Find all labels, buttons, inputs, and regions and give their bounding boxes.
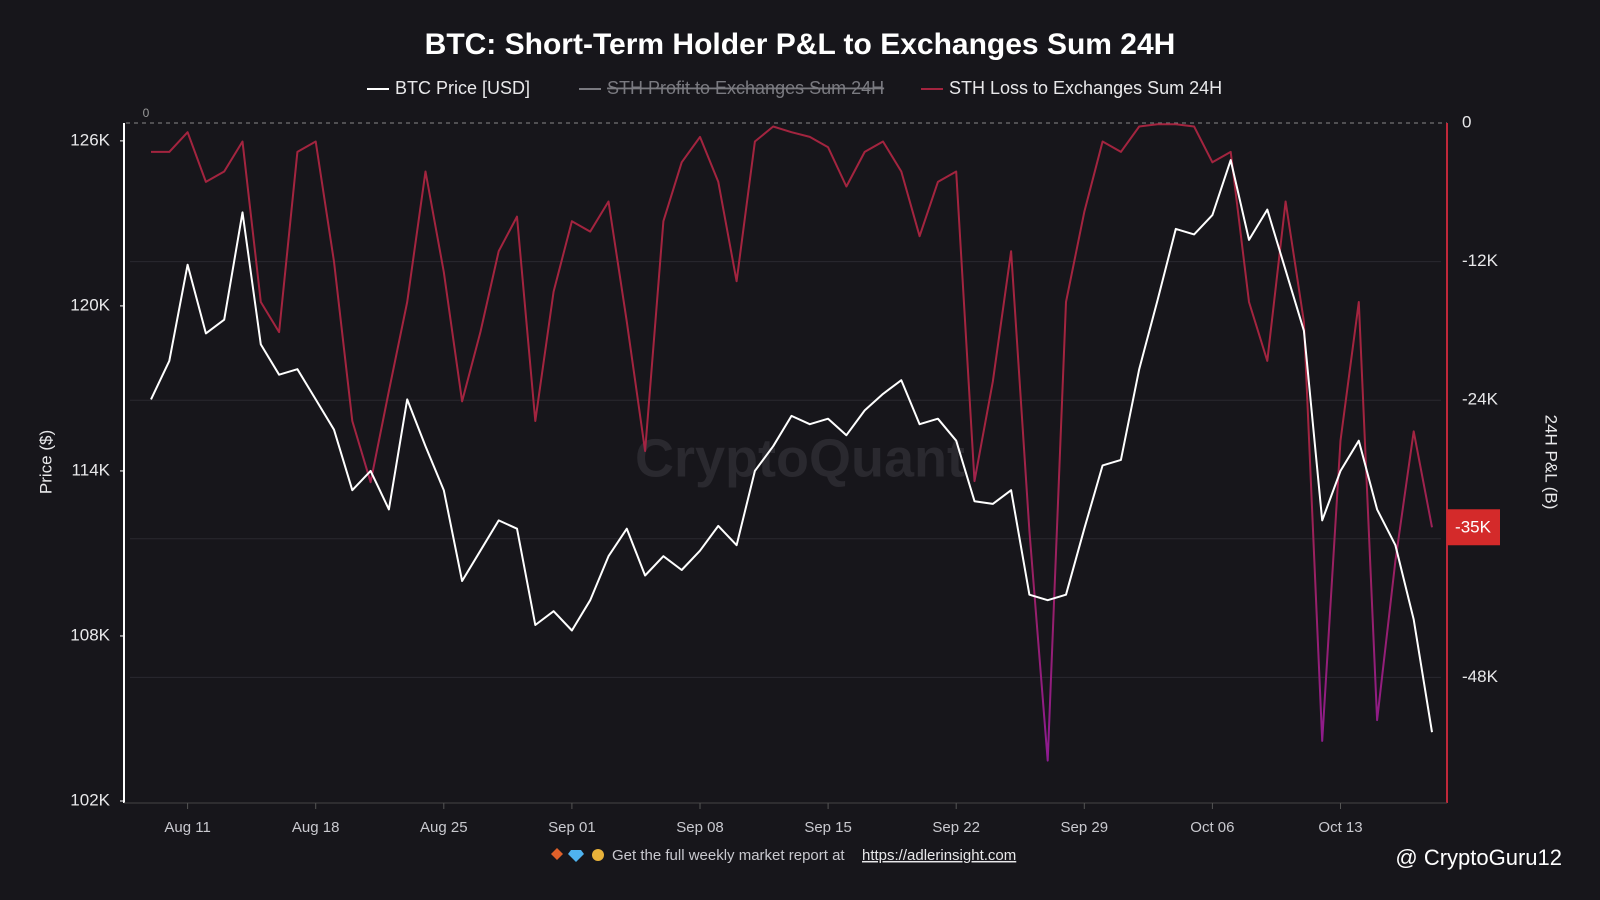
x-tick-label: Aug 11 [164, 819, 210, 836]
current-marker-label: -35K [1455, 518, 1492, 537]
y2-axis-label: 24H P&L (B) [1542, 415, 1561, 510]
chart-title: BTC: Short-Term Holder P&L to Exchanges … [425, 28, 1176, 61]
x-tick-label: Sep 15 [804, 819, 852, 836]
x-tick-label: Oct 13 [1318, 819, 1362, 836]
x-tick-label: Sep 01 [548, 819, 596, 836]
legend: BTC Price [USD] STH Profit to Exchanges S… [367, 78, 1222, 98]
credit: @ CryptoGuru12 [1395, 845, 1562, 870]
x-tick-label: Sep 22 [932, 819, 980, 836]
y-tick-label: 102K [70, 790, 110, 809]
y-tick-label: 126K [70, 130, 110, 149]
footer-link[interactable]: https://adlerinsight.com [862, 847, 1016, 864]
y2-tick-label: 0 [1462, 112, 1471, 131]
price-line [150, 159, 1433, 733]
x-tick-label: Aug 25 [420, 819, 468, 836]
x-tick-label: Sep 29 [1061, 819, 1109, 836]
y2-tick-label: -48K [1462, 667, 1499, 686]
y-tick-label: 120K [70, 295, 110, 314]
y-tick-label: 114K [72, 460, 111, 479]
legend-label[interactable]: BTC Price [USD] [395, 78, 530, 98]
icon [592, 849, 604, 861]
y2-tick-label: -12K [1462, 251, 1499, 270]
y2-tick-label: -24K [1462, 390, 1499, 409]
x-tick-label: Aug 18 [292, 819, 340, 836]
legend-label[interactable]: STH Loss to Exchanges Sum 24H [949, 78, 1222, 98]
loss-line [151, 123, 1433, 762]
watermark: CryptoQuant [635, 428, 965, 488]
current-marker [1447, 509, 1500, 546]
legend-label[interactable]: STH Profit to Exchanges Sum 24H [607, 78, 884, 98]
icon [551, 848, 563, 860]
x-tick-label: Oct 06 [1190, 819, 1234, 836]
y-tick-label: 108K [70, 625, 110, 644]
zero-line-label: 0 [143, 106, 150, 120]
footer: Get the full weekly market report at htt… [551, 847, 1016, 864]
footer-text: Get the full weekly market report at [612, 847, 845, 864]
x-tick-label: Sep 08 [676, 819, 724, 836]
y-axis-label: Price ($) [36, 430, 55, 494]
icon [568, 850, 584, 862]
